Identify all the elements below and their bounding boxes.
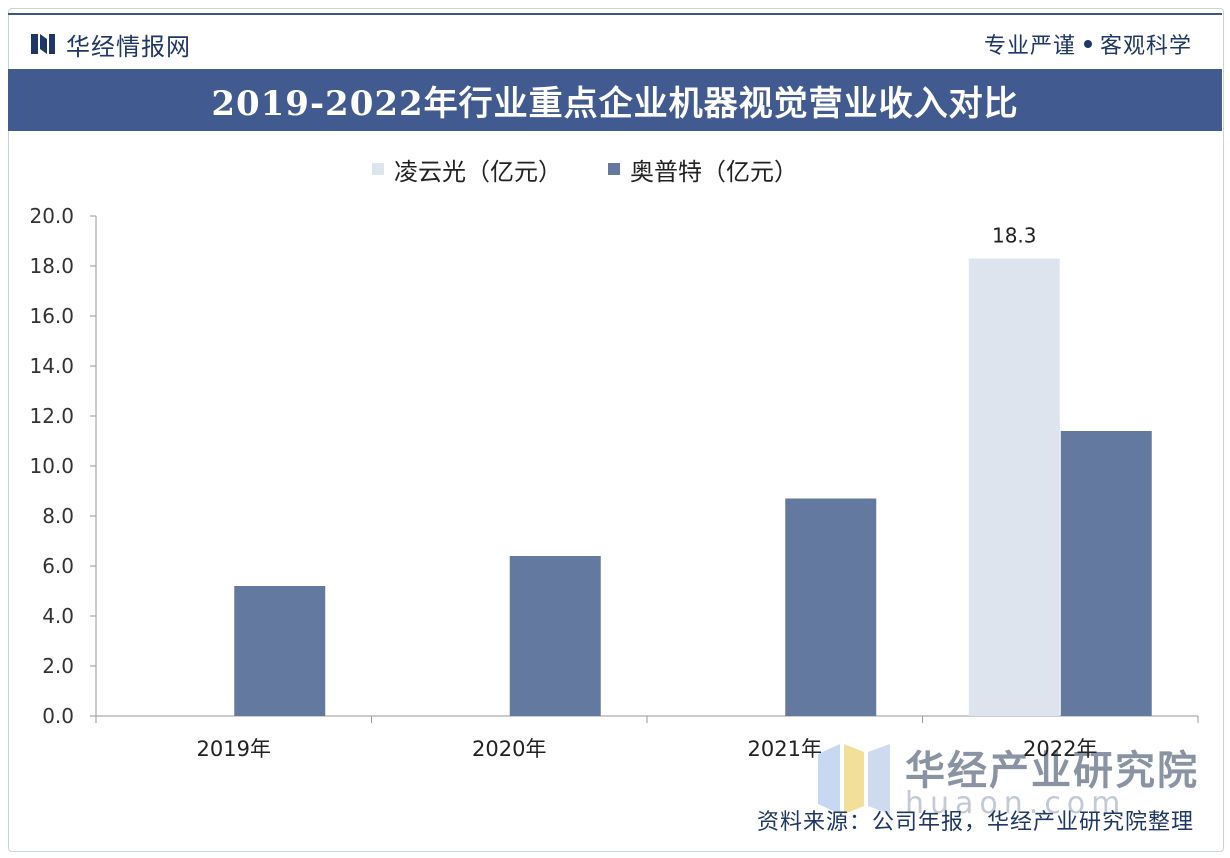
source-note: 资料来源：公司年报，华经产业研究院整理 bbox=[756, 810, 1194, 835]
x-tick-label: 2019年 bbox=[197, 737, 271, 761]
x-tick-label: 2022年 bbox=[1023, 737, 1097, 761]
y-tick-label: 0.0 bbox=[42, 704, 74, 728]
chart-title: 2019-2022年行业重点企业机器视觉营业收入对比 bbox=[211, 83, 1019, 124]
site-name: 华经情报网 bbox=[66, 32, 191, 61]
y-tick-label: 16.0 bbox=[29, 304, 74, 328]
watermark-url: huaon.com bbox=[905, 786, 1127, 821]
bar-aopute-1 bbox=[509, 556, 601, 716]
legend-swatch-lingyunguang bbox=[372, 163, 384, 175]
title-band: 2019-2022年行业重点企业机器视觉营业收入对比 bbox=[8, 69, 1222, 131]
y-tick-label: 10.0 bbox=[29, 454, 74, 478]
legend-item-lingyunguang: 凌云光（亿元） bbox=[372, 152, 562, 187]
slogan-left: 专业严谨 bbox=[983, 34, 1076, 59]
watermark-text: 华经产业研究院 bbox=[905, 748, 1199, 794]
bar-aopute-3 bbox=[1060, 431, 1152, 716]
bar-lingyunguang-3 bbox=[968, 258, 1060, 716]
x-tick-label: 2020年 bbox=[472, 737, 546, 761]
legend-label-lingyunguang: 凌云光（亿元） bbox=[394, 157, 562, 186]
slogan-right: 客观科学 bbox=[1099, 34, 1192, 59]
legend: 凌云光（亿元） 奥普特（亿元） bbox=[372, 152, 844, 186]
x-tick-label: 2021年 bbox=[748, 737, 822, 761]
site-header: 华经情报网 bbox=[30, 26, 191, 62]
top-divider bbox=[8, 13, 1222, 15]
legend-label-aopute: 奥普特（亿元） bbox=[630, 157, 798, 186]
y-tick-label: 8.0 bbox=[42, 504, 74, 528]
bar-aopute-0 bbox=[234, 586, 326, 716]
bar-aopute-2 bbox=[785, 498, 877, 716]
y-tick-label: 6.0 bbox=[42, 554, 74, 578]
legend-item-aopute: 奥普特（亿元） bbox=[608, 152, 798, 187]
watermark-logo-icon bbox=[818, 744, 890, 814]
legend-swatch-aopute bbox=[608, 163, 620, 175]
logo-icon bbox=[31, 34, 55, 54]
y-tick-label: 12.0 bbox=[29, 404, 74, 428]
y-tick-label: 20.0 bbox=[29, 204, 74, 228]
bullet-dot-icon bbox=[1083, 40, 1092, 48]
y-tick-label: 4.0 bbox=[42, 604, 74, 628]
data-label: 18.3 bbox=[992, 224, 1037, 248]
y-tick-label: 2.0 bbox=[42, 654, 74, 678]
slogan: 专业严谨 客观科学 bbox=[984, 26, 1192, 62]
y-tick-label: 14.0 bbox=[29, 354, 74, 378]
y-tick-label: 18.0 bbox=[29, 254, 74, 278]
